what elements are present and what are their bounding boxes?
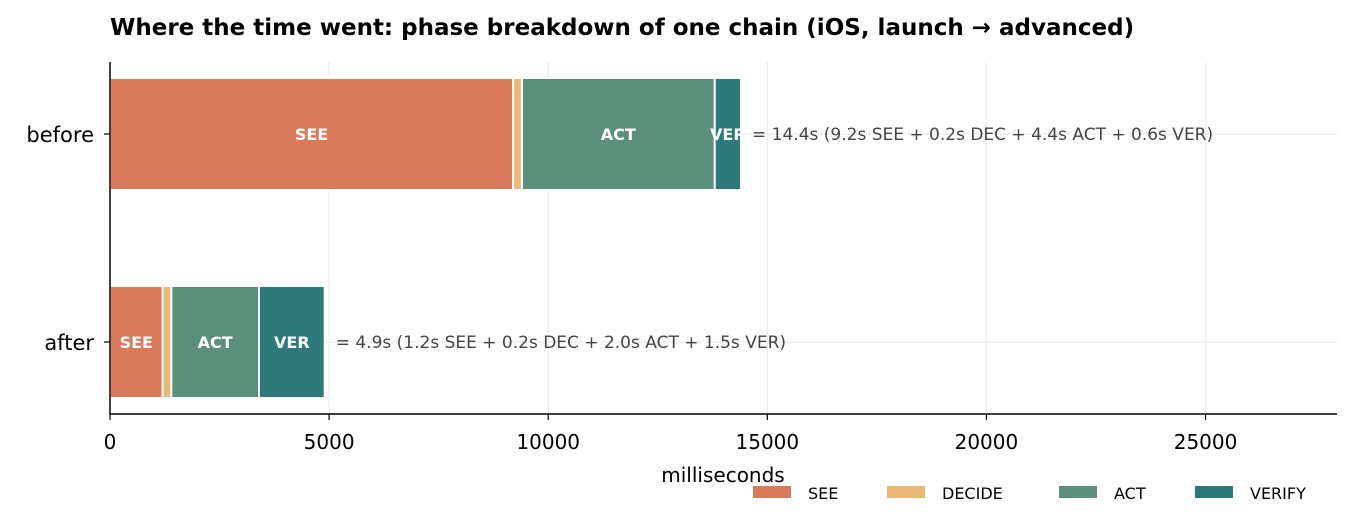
legend: SEE DECIDE ACT VERIFY [753, 484, 1306, 503]
x-tick-label-5000: 5000 [304, 430, 355, 454]
bar-label-verify-before: VER [710, 125, 746, 144]
total-annotations: = 14.4s (9.2s SEE + 0.2s DEC + 4.4s ACT … [336, 125, 1213, 353]
bar-label-verify-after: VER [274, 333, 310, 352]
bar-decide-before [512, 77, 523, 191]
bar-label-see-after: SEE [120, 333, 153, 352]
bar-label-see-before: SEE [295, 125, 328, 144]
y-categories: before after [26, 123, 110, 355]
legend-swatch-verify [1195, 486, 1233, 498]
x-ticks: 0 5000 10000 15000 20000 25000 [104, 414, 1238, 454]
legend-swatch-act [1059, 486, 1097, 498]
total-annotation-before: = 14.4s (9.2s SEE + 0.2s DEC + 4.4s ACT … [752, 125, 1213, 145]
y-category-label-after: after [44, 331, 94, 355]
axes-layer [109, 62, 1337, 415]
bars-layer: SEE ACT VER SEE ACT VER [109, 77, 746, 399]
y-category-label-before: before [26, 123, 94, 147]
x-tick-label-25000: 25000 [1174, 430, 1238, 454]
total-annotation-after: = 4.9s (1.2s SEE + 0.2s DEC + 2.0s ACT +… [336, 333, 786, 353]
x-tick-label-0: 0 [104, 430, 117, 454]
bar-label-act-before: ACT [601, 125, 636, 144]
legend-swatch-see [753, 486, 791, 498]
legend-label-see: SEE [808, 484, 838, 503]
bar-label-act-after: ACT [198, 333, 233, 352]
x-tick-label-10000: 10000 [516, 430, 580, 454]
legend-label-act: ACT [1114, 484, 1146, 503]
legend-label-decide: DECIDE [942, 484, 1003, 503]
x-tick-label-15000: 15000 [736, 430, 800, 454]
bar-verify-after [257, 285, 326, 399]
legend-label-verify: VERIFY [1250, 484, 1306, 503]
bar-verify-before [713, 77, 743, 191]
bar-decide-after [161, 285, 173, 399]
chart-title: Where the time went: phase breakdown of … [110, 15, 1134, 41]
x-tick-label-20000: 20000 [955, 430, 1019, 454]
legend-swatch-decide [887, 486, 925, 498]
x-axis-title: milliseconds [661, 463, 784, 487]
